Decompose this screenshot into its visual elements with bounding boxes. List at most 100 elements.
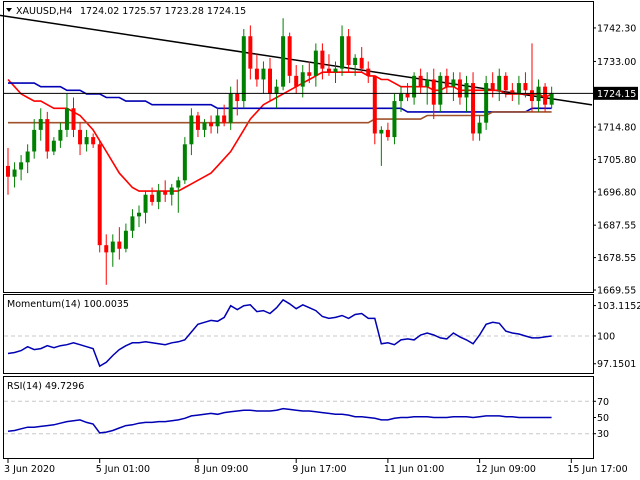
- candle-body: [431, 79, 436, 105]
- candle-body: [543, 86, 548, 105]
- candle-body: [150, 194, 155, 202]
- momentum-tick-label: 103.1152: [597, 301, 640, 312]
- candle-body: [425, 79, 430, 87]
- time-tick-label: 9 Jun 17:00: [292, 464, 346, 475]
- candle-body: [45, 119, 50, 152]
- rsi-tick-label: 50: [597, 413, 609, 424]
- candle-body: [300, 72, 305, 87]
- candle-body: [477, 122, 482, 134]
- price-tick-label: 1714.80: [597, 123, 636, 134]
- candle-body: [372, 75, 377, 134]
- price-tick-label: 1733.00: [597, 57, 636, 68]
- candle-body: [228, 93, 233, 123]
- candle-body: [51, 140, 56, 152]
- candle-body: [340, 36, 345, 69]
- candle-body: [58, 129, 63, 141]
- candle-body: [25, 151, 30, 163]
- momentum-title: Momentum(14) 100.0035: [7, 299, 129, 310]
- candle-body: [438, 75, 443, 105]
- candle-body: [516, 83, 521, 94]
- symbol-title: XAUUSD,H4: [16, 6, 72, 17]
- candle-body: [484, 83, 489, 123]
- moving-average-line-3: [8, 111, 552, 124]
- momentum-tick-label: 100: [597, 331, 615, 342]
- time-tick-label: 12 Jun 09:00: [476, 464, 536, 475]
- momentum-tick-label: 97.1501: [597, 359, 636, 370]
- candle-body: [333, 68, 338, 73]
- time-axis: 3 Jun 2020 5 Jun 01:00 8 Jun 09:00 9 Jun 17…: [4, 459, 628, 475]
- candle-body: [71, 108, 76, 130]
- candle-body: [471, 83, 476, 134]
- candle-body: [530, 90, 534, 102]
- candle-body: [366, 68, 371, 76]
- candle-body: [536, 86, 541, 102]
- time-tick-label: 5 Jun 01:00: [96, 464, 150, 475]
- candle-body: [307, 72, 312, 76]
- candle-body: [189, 115, 194, 145]
- candle-body: [353, 57, 358, 66]
- candle-body: [510, 90, 515, 94]
- candle-body: [123, 230, 128, 249]
- candle-body: [64, 108, 69, 130]
- rsi-line: [7, 407, 552, 434]
- candle-body: [209, 122, 214, 127]
- price-tick-label: 1696.80: [597, 187, 636, 198]
- current-price-badge: [594, 86, 638, 100]
- candle-body: [281, 36, 286, 87]
- candle-body: [110, 241, 115, 253]
- candle-body: [457, 79, 462, 98]
- candles: [6, 18, 554, 285]
- candle-body: [497, 75, 502, 91]
- candle-body: [215, 115, 220, 127]
- candle-body: [287, 36, 292, 76]
- candle-body: [346, 36, 351, 66]
- candle-body: [412, 75, 417, 98]
- candle-body: [241, 36, 246, 102]
- candle-body: [32, 129, 37, 152]
- candle-body: [117, 241, 122, 249]
- candle-body: [451, 79, 456, 87]
- candle-body: [523, 83, 528, 91]
- candle-body: [156, 191, 161, 202]
- price-tick-label: 1705.80: [597, 155, 636, 166]
- candle-body: [464, 83, 469, 98]
- candle-body: [97, 144, 102, 246]
- candle-body: [222, 115, 227, 123]
- candle-body: [12, 169, 17, 177]
- candle-body: [490, 83, 495, 91]
- price-pane-frame: [3, 1, 594, 293]
- candle-body: [38, 119, 43, 130]
- collapse-triangle-icon[interactable]: [6, 8, 12, 12]
- candle-body: [163, 191, 168, 195]
- time-tick-label: 11 Jun 01:00: [384, 464, 444, 475]
- candle-body: [195, 115, 200, 130]
- current-price-label: 1724.15: [597, 89, 636, 100]
- candle-body: [503, 75, 508, 91]
- candle-body: [274, 86, 279, 94]
- time-tick-label: 3 Jun 2020: [4, 464, 55, 475]
- candle-body: [326, 68, 331, 73]
- candle-body: [6, 165, 10, 177]
- candle-body: [104, 245, 109, 253]
- candle-body: [78, 129, 83, 145]
- price-tick-label: 1669.55: [597, 286, 636, 297]
- price-tick-label: 1742.30: [597, 23, 636, 34]
- candle-body: [182, 144, 187, 181]
- rsi-tick-label: 70: [597, 397, 609, 408]
- candle-body: [137, 212, 141, 217]
- candle-body: [202, 122, 207, 130]
- candle-body: [359, 57, 364, 69]
- candle-body: [130, 216, 135, 231]
- momentum-line: [7, 298, 552, 368]
- momentum-plot: 103.1152 100 97.1501: [4, 298, 640, 370]
- candle-body: [385, 129, 390, 138]
- time-tick-label: 15 Jun 17:00: [567, 464, 627, 475]
- candle-body: [444, 75, 449, 87]
- candle-body: [268, 68, 272, 94]
- candle-body: [143, 194, 148, 213]
- time-tick-label: 8 Jun 09:00: [194, 464, 248, 475]
- candle-body: [399, 93, 403, 102]
- candle-body: [379, 129, 384, 134]
- ohlc-values: 1724.02 1725.57 1723.28 1724.15: [80, 6, 246, 17]
